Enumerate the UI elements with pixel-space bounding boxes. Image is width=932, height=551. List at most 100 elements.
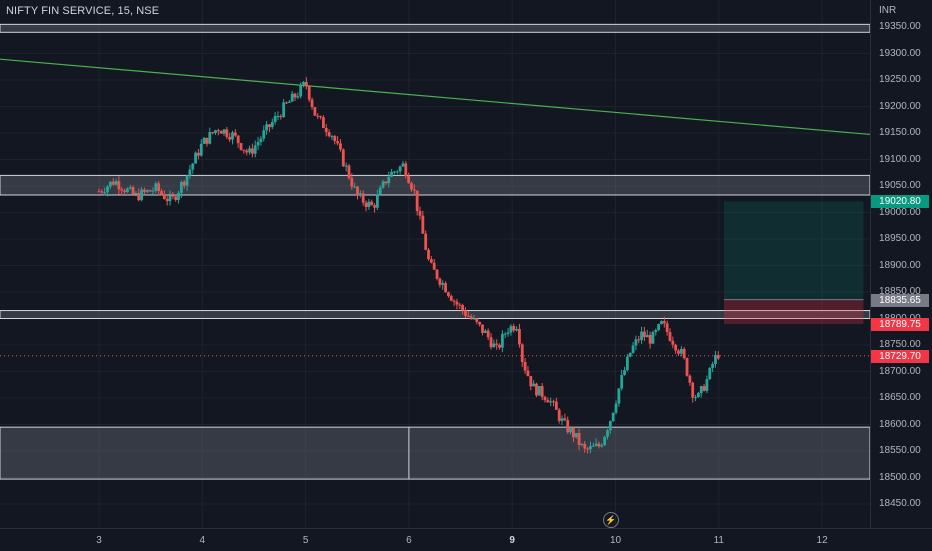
candle-body — [162, 194, 166, 200]
candle-body — [242, 149, 246, 151]
candle-body — [373, 205, 376, 208]
candle-body — [421, 215, 425, 234]
symbol-title[interactable]: NIFTY FIN SERVICE, 15, NSE — [6, 5, 160, 17]
price-tick-label: 18700.00 — [879, 365, 921, 377]
candle-body — [177, 192, 180, 200]
candle-body — [461, 305, 465, 311]
candle-body — [660, 321, 663, 325]
candle-body — [370, 201, 374, 206]
candle-body — [429, 259, 433, 263]
candle-body — [520, 344, 524, 362]
candle-body — [489, 337, 493, 348]
candle-body — [256, 141, 260, 146]
candle-body — [472, 318, 476, 320]
candle-body — [185, 175, 189, 186]
candle-body — [640, 331, 643, 341]
candle-body — [557, 409, 561, 421]
candle-body — [245, 150, 249, 153]
candle-body — [307, 86, 311, 100]
candle-body — [208, 132, 212, 144]
price-tick-label: 19300.00 — [879, 47, 921, 59]
candle-body — [339, 143, 342, 150]
price-chart[interactable] — [0, 0, 870, 528]
candle-body — [677, 350, 680, 354]
candle-body — [324, 128, 328, 133]
candle-body — [171, 195, 175, 197]
candle-body — [537, 386, 541, 396]
candle-body — [503, 333, 507, 335]
candle-body — [179, 181, 183, 193]
candle-body — [606, 430, 609, 437]
candle-body — [438, 278, 442, 285]
candle-body — [344, 165, 348, 167]
candle-body — [569, 427, 572, 433]
candle-body — [236, 135, 240, 144]
candle-body — [492, 343, 496, 348]
candle-body — [714, 355, 717, 364]
candle-body — [253, 145, 257, 154]
candle-body — [512, 326, 516, 331]
candle-body — [654, 330, 658, 333]
target-price-badge: 19020.80 — [871, 195, 929, 209]
candle-body — [168, 195, 172, 202]
candle-body — [316, 115, 320, 117]
candle-body — [708, 367, 712, 380]
candle-body — [469, 316, 473, 319]
support-resistance-zone — [0, 174, 870, 196]
candle-body — [637, 339, 641, 341]
price-tick-label: 18450.00 — [879, 498, 921, 509]
candle-body — [182, 181, 186, 186]
candle-body — [546, 400, 550, 403]
currency-label[interactable]: INR — [879, 5, 897, 16]
time-axis[interactable] — [0, 528, 932, 551]
candle-body — [549, 401, 553, 403]
candle-body — [449, 296, 453, 301]
candle-body — [143, 189, 146, 192]
candle-body — [398, 166, 402, 172]
candle-body — [643, 331, 646, 338]
price-tick-label: 19350.00 — [879, 21, 921, 32]
candle-body — [157, 183, 161, 192]
candle-body — [603, 436, 607, 446]
candle-body — [336, 141, 340, 144]
candle-body — [216, 130, 220, 132]
candle-body — [341, 149, 345, 167]
candle-body — [657, 324, 661, 331]
price-tick-label: 18600.00 — [879, 418, 921, 430]
time-tick-label: 5 — [302, 535, 309, 546]
candle-body — [299, 85, 303, 97]
candle-body — [532, 383, 536, 387]
candle-body — [270, 122, 274, 128]
candle-body — [384, 181, 388, 184]
candle-body — [134, 193, 138, 195]
candle-body — [333, 136, 337, 142]
candle-body — [518, 328, 521, 345]
candle-body — [231, 132, 234, 140]
candle-body — [165, 199, 169, 202]
candle-body — [322, 117, 325, 129]
candle-body — [466, 315, 470, 317]
candle-body — [228, 136, 232, 140]
candle-body — [452, 300, 456, 302]
candle-body — [233, 132, 237, 136]
candle-body — [111, 181, 115, 185]
price-axis[interactable] — [870, 0, 932, 528]
candle-body — [691, 382, 695, 398]
candle-body — [563, 418, 567, 421]
entry-price-badge: 18835.65 — [871, 293, 929, 307]
candle-body — [174, 196, 178, 200]
candle-body — [239, 143, 243, 150]
price-tick-label: 19100.00 — [879, 153, 921, 165]
candle-body — [671, 340, 675, 345]
candle-body — [290, 93, 294, 102]
price-tick-label: 18550.00 — [879, 445, 921, 456]
candle-body — [464, 310, 467, 316]
candle-body — [319, 116, 322, 118]
candle-body — [685, 358, 689, 376]
candle-body — [375, 194, 379, 208]
lightning-icon[interactable]: ⚡ — [603, 512, 619, 528]
candle-body — [120, 189, 124, 191]
candle-body — [248, 148, 251, 153]
candle-body — [586, 448, 590, 450]
candle-body — [390, 171, 393, 177]
